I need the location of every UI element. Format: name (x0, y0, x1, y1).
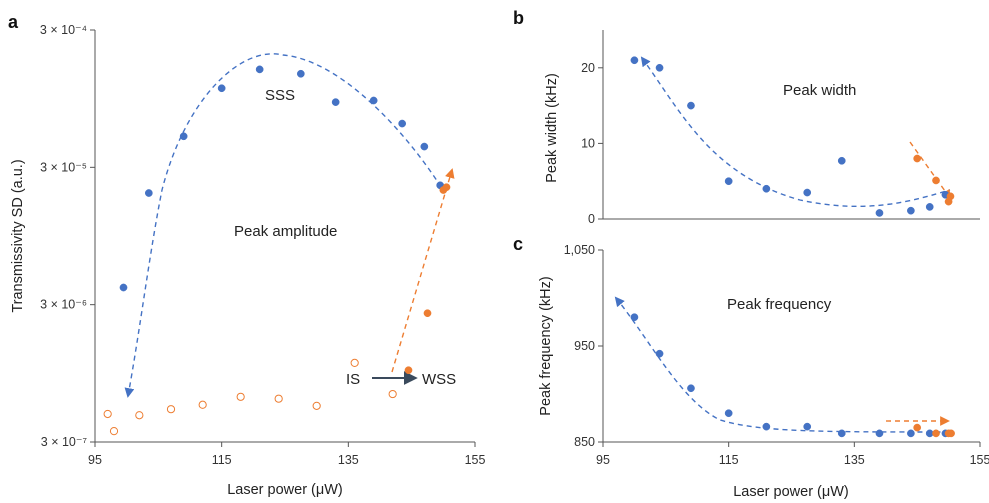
panel-a-orange-open-point (166, 405, 176, 414)
panel-a-orange-open-point (388, 389, 397, 399)
panel-b-blue-trend-arrow (640, 56, 951, 208)
panel-a-blue-filled-point (144, 189, 153, 197)
label-peak-amplitude: Peak amplitude (234, 223, 337, 240)
panel-a-blue-filled-point (119, 283, 128, 292)
panel-b-y-tick-label: 10 (581, 136, 595, 150)
panel-c-y-tick-label: 950 (574, 339, 595, 353)
panel-a-orange-open-point (198, 400, 207, 409)
panel-a-y-tick-label: 3 × 10⁻⁵ (40, 160, 87, 174)
panel-a-y-tick-label: 3 × 10⁻⁶ (40, 298, 87, 312)
panel-c-blue-filled-point (875, 429, 884, 438)
panel-c-axes (602, 250, 980, 443)
panel-c-blue-filled-point (655, 349, 664, 358)
panel-a-orange-open-point (312, 401, 321, 410)
panel-a-orange-open-point (109, 427, 119, 436)
panel-c-data-points (630, 313, 955, 438)
label-wss: WSS (422, 371, 456, 388)
panel-c-x-tick-label: 115 (719, 453, 739, 467)
panel-a-x-ticks: 95 115 135 155 (88, 442, 485, 467)
panel-a-x-axis-title: Laser power (μW) (227, 482, 343, 498)
panel-b-blue-filled-point (687, 101, 695, 110)
panel-b-orange-trend-arrow (909, 141, 952, 200)
panel-b-y-tick-label: 20 (581, 61, 595, 75)
panel-a-data-points (103, 65, 451, 436)
panel-b-blue-filled-point (724, 177, 733, 186)
panel-letter-c: c (513, 234, 523, 254)
panel-a-blue-filled-point (179, 132, 188, 141)
panel-b-data-points (630, 56, 955, 217)
panel-a-y-tick-label: 3 × 10⁻⁷ (41, 435, 88, 449)
label-is: IS (346, 371, 360, 388)
panel-letter-b: b (513, 8, 524, 28)
panel-c-blue-filled-point (630, 313, 639, 322)
panel-a-x-tick-label: 95 (88, 453, 102, 467)
panel-c-x-tick-label: 95 (596, 453, 610, 467)
panel-b-y-tick-label: 0 (588, 212, 595, 226)
panel-c-y-tick-label: 1,050 (564, 243, 595, 257)
panel-b-orange-filled-point (913, 154, 922, 163)
panel-a-orange-open-point (135, 411, 144, 420)
panel-c-blue-filled-point (724, 409, 733, 418)
panel-c-orange-filled-point (932, 429, 940, 438)
panel-c-orange-filled-point (913, 423, 922, 432)
panel-a-orange-filled-point (442, 183, 451, 192)
label-peak-frequency: Peak frequency (727, 296, 832, 313)
panel-b-axes (602, 30, 980, 220)
panel-a-x-tick-label: 115 (212, 453, 232, 467)
panel-a-blue-filled-point (420, 142, 429, 151)
panel-a-blue-trend-arrow (124, 53, 444, 398)
panel-c-x-ticks: 95 115 135 155 (596, 442, 989, 467)
panel-b-orange-filled-point (932, 176, 940, 185)
panel-a-x-tick-label: 155 (465, 453, 486, 467)
panel-a-y-ticks: 3 × 10⁻⁷ 3 × 10⁻⁶ 3 × 10⁻⁵ 3 × 10⁻⁴ (40, 23, 95, 449)
panel-c-x-tick-label: 135 (844, 453, 865, 467)
panel-a-axes (94, 30, 475, 443)
panel-c-orange-filled-point (947, 429, 955, 438)
panel-c-y-ticks: 850 950 1,050 (564, 243, 603, 449)
panel-a-orange-open-point (103, 409, 112, 419)
panel-b-orange-filled-point (946, 192, 955, 201)
label-peak-width: Peak width (783, 82, 856, 99)
panel-b-blue-filled-point (875, 209, 884, 217)
panel-a-blue-filled-point (369, 96, 378, 105)
panel-a-y-axis-title: Transmissivity SD (a.u.) (10, 159, 26, 312)
panel-c-blue-filled-point (687, 384, 695, 393)
panel-c-x-tick-label: 155 (970, 453, 989, 467)
label-sss: SSS (265, 87, 295, 104)
panel-a-orange-trend-arrow (391, 168, 455, 373)
panel-a-blue-filled-point (398, 119, 407, 128)
panel-c-blue-filled-point (837, 429, 846, 438)
panel-letter-a: a (8, 12, 19, 32)
panel-b-blue-filled-point (925, 203, 934, 211)
panel-a-blue-filled-point (217, 84, 226, 93)
panel-a-orange-open-point (236, 392, 245, 401)
panel-a-orange-open-point (350, 358, 359, 368)
panel-b-blue-filled-point (803, 188, 812, 197)
panel-a-orange-filled-point (423, 309, 432, 318)
panel-c-blue-filled-point (762, 422, 771, 431)
panel-b-blue-filled-point (762, 184, 771, 193)
panel-c-y-tick-label: 850 (574, 435, 595, 449)
panel-b-blue-filled-point (630, 56, 639, 65)
panel-c-blue-filled-point (907, 429, 915, 438)
panel-a-orange-open-point (274, 394, 283, 403)
panel-b-blue-filled-point (655, 63, 664, 72)
panel-a-blue-filled-point (331, 98, 340, 106)
panel-b-blue-filled-point (837, 156, 846, 165)
panel-c-y-axis-title: Peak frequency (kHz) (538, 276, 554, 415)
panel-a-blue-filled-point (255, 65, 264, 74)
panel-b-y-axis-title: Peak width (kHz) (544, 73, 560, 183)
panel-b-blue-filled-point (907, 206, 915, 215)
panel-c-blue-filled-point (803, 422, 812, 431)
panel-b-y-ticks: 0 10 20 (581, 61, 603, 226)
panel-c-x-axis-title: Laser power (μW) (733, 484, 849, 500)
panel-a-blue-filled-point (296, 69, 305, 78)
panel-a-y-tick-label: 3 × 10⁻⁴ (40, 23, 87, 37)
panel-a-x-tick-label: 135 (338, 453, 359, 467)
panel-a-orange-filled-point (404, 366, 413, 375)
panel-c-blue-trend-arrow (614, 296, 951, 433)
